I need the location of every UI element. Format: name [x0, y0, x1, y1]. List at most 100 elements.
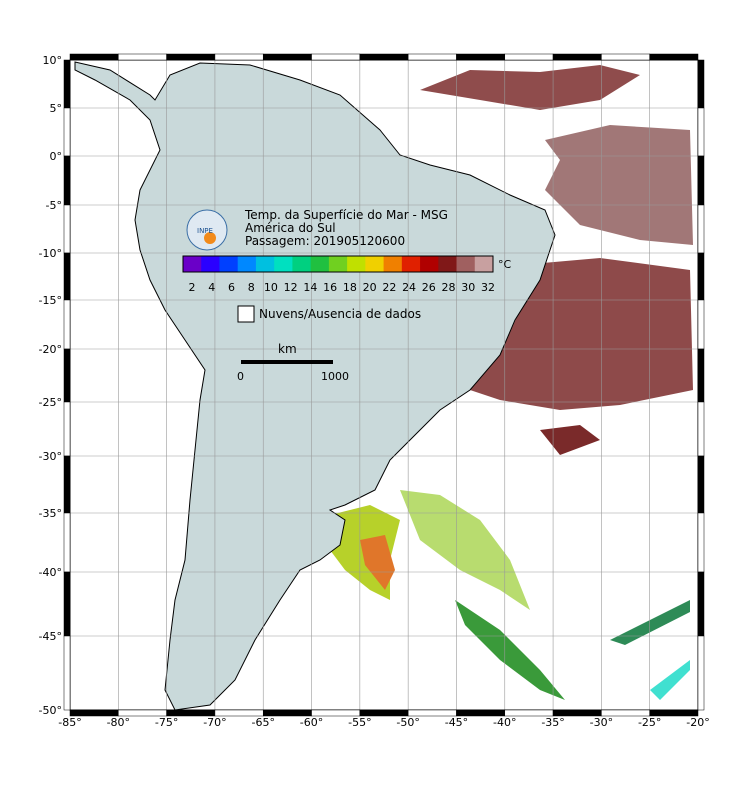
border-seg [697, 455, 705, 514]
sst-patch [360, 535, 395, 590]
colorbar-tick-label: 22 [382, 281, 396, 294]
title-line: Temp. da Superfície do Mar - MSG [244, 208, 448, 222]
colorbar-tick-label: 8 [248, 281, 255, 294]
border-seg [63, 635, 71, 711]
lon-tick-label: -85° [58, 716, 81, 729]
colorbar-tick-label: 28 [442, 281, 456, 294]
colorbar-tick-label: 32 [481, 281, 495, 294]
colorbar-frame [182, 255, 494, 273]
lon-tick-label: -40° [493, 716, 516, 729]
border-seg [214, 53, 264, 61]
lon-tick-label: -20° [686, 716, 709, 729]
border-seg [63, 401, 71, 457]
lat-tick-label: -10° [39, 247, 62, 260]
border-seg [63, 252, 71, 301]
lon-tick-label: -55° [348, 716, 371, 729]
sst-patch [455, 600, 565, 700]
colorbar-cell [219, 256, 239, 272]
lon-tick-label: -35° [541, 716, 564, 729]
sst-patch [545, 125, 693, 245]
border-seg [214, 709, 264, 717]
border-seg [697, 252, 705, 301]
lon-tick-label: -25° [638, 716, 661, 729]
colorbar-cell [456, 256, 476, 272]
colorbar-cell [255, 256, 275, 272]
border-seg [63, 512, 71, 573]
legend-label: Nuvens/Ausencia de dados [259, 307, 421, 321]
lon-tick-label: -80° [107, 716, 130, 729]
border-seg [504, 53, 554, 61]
border-seg [552, 53, 602, 61]
colorbar-tick-label: 2 [189, 281, 196, 294]
border-seg [697, 571, 705, 637]
colorbar-tick-label: 26 [422, 281, 436, 294]
border-seg [697, 59, 705, 109]
lon-tick-label: -50° [396, 716, 419, 729]
lat-tick-label: -30° [39, 450, 62, 463]
lat-tick-label: -25° [39, 396, 62, 409]
colorbar-tick-label: 12 [284, 281, 298, 294]
sst-patch [650, 660, 690, 700]
colorbar: 2 4 6 8 10 12 14 16 18 20 22 24 26 28 30 32 [182, 255, 495, 294]
logo-text: INPE [197, 227, 213, 235]
border-seg [407, 709, 457, 717]
border-seg [63, 59, 71, 109]
border-seg [262, 709, 312, 717]
lat-tick-label: -20° [39, 343, 62, 356]
colorbar-cell [401, 256, 421, 272]
border-seg [552, 709, 602, 717]
colorbar-cell [347, 256, 366, 272]
sst-patch [400, 490, 530, 610]
colorbar-cell [365, 256, 385, 272]
border-seg [166, 709, 216, 717]
lon-tick-label: -65° [251, 716, 274, 729]
lon-tick-label: -75° [155, 716, 178, 729]
colorbar-tick-label: 20 [363, 281, 377, 294]
border-seg [118, 709, 167, 717]
lon-tick-label: -30° [590, 716, 613, 729]
lat-tick-label: -15° [39, 294, 62, 307]
title-line: América do Sul [245, 221, 336, 235]
lon-tick-label: -60° [300, 716, 323, 729]
lat-tick-label: -40° [39, 566, 62, 579]
border-seg [63, 348, 71, 403]
border-seg [697, 348, 705, 403]
colorbar-tick-label: 16 [323, 281, 337, 294]
border-seg [63, 571, 71, 637]
lat-tick-label: -35° [39, 507, 62, 520]
border-seg [63, 155, 71, 206]
lat-tick-label: 0° [50, 150, 63, 163]
colorbar-cell [474, 256, 494, 272]
lat-tick-label: 5° [50, 102, 63, 115]
colorbar-tick-label: 24 [402, 281, 416, 294]
lat-tick-label: -45° [39, 630, 62, 643]
lon-tick-label: -70° [203, 716, 226, 729]
colorbar-cell [383, 256, 403, 272]
border-seg [311, 709, 361, 717]
border-seg [649, 53, 699, 61]
border-seg [262, 53, 312, 61]
colorbar-cell [201, 256, 220, 272]
border-seg [601, 53, 650, 61]
colorbar-cell [183, 256, 202, 272]
colorbar-cell [292, 256, 312, 272]
border-seg [504, 709, 554, 717]
border-seg [359, 709, 409, 717]
border-seg [649, 709, 699, 717]
legend-swatch [237, 305, 255, 323]
sst-patch [610, 600, 690, 645]
logo: INPE [186, 209, 228, 251]
border-seg [63, 107, 71, 157]
colorbar-unit: °C [498, 258, 512, 271]
border-seg [697, 512, 705, 573]
border-seg [697, 204, 705, 254]
border-seg [407, 53, 457, 61]
border-seg [69, 53, 119, 61]
colorbar-tick-label: 18 [343, 281, 357, 294]
lat-tick-label: -50° [39, 704, 62, 717]
sst-patch [420, 65, 640, 110]
colorbar-cell [328, 256, 348, 272]
border-seg [118, 53, 167, 61]
colorbar-tick-label: 10 [264, 281, 278, 294]
